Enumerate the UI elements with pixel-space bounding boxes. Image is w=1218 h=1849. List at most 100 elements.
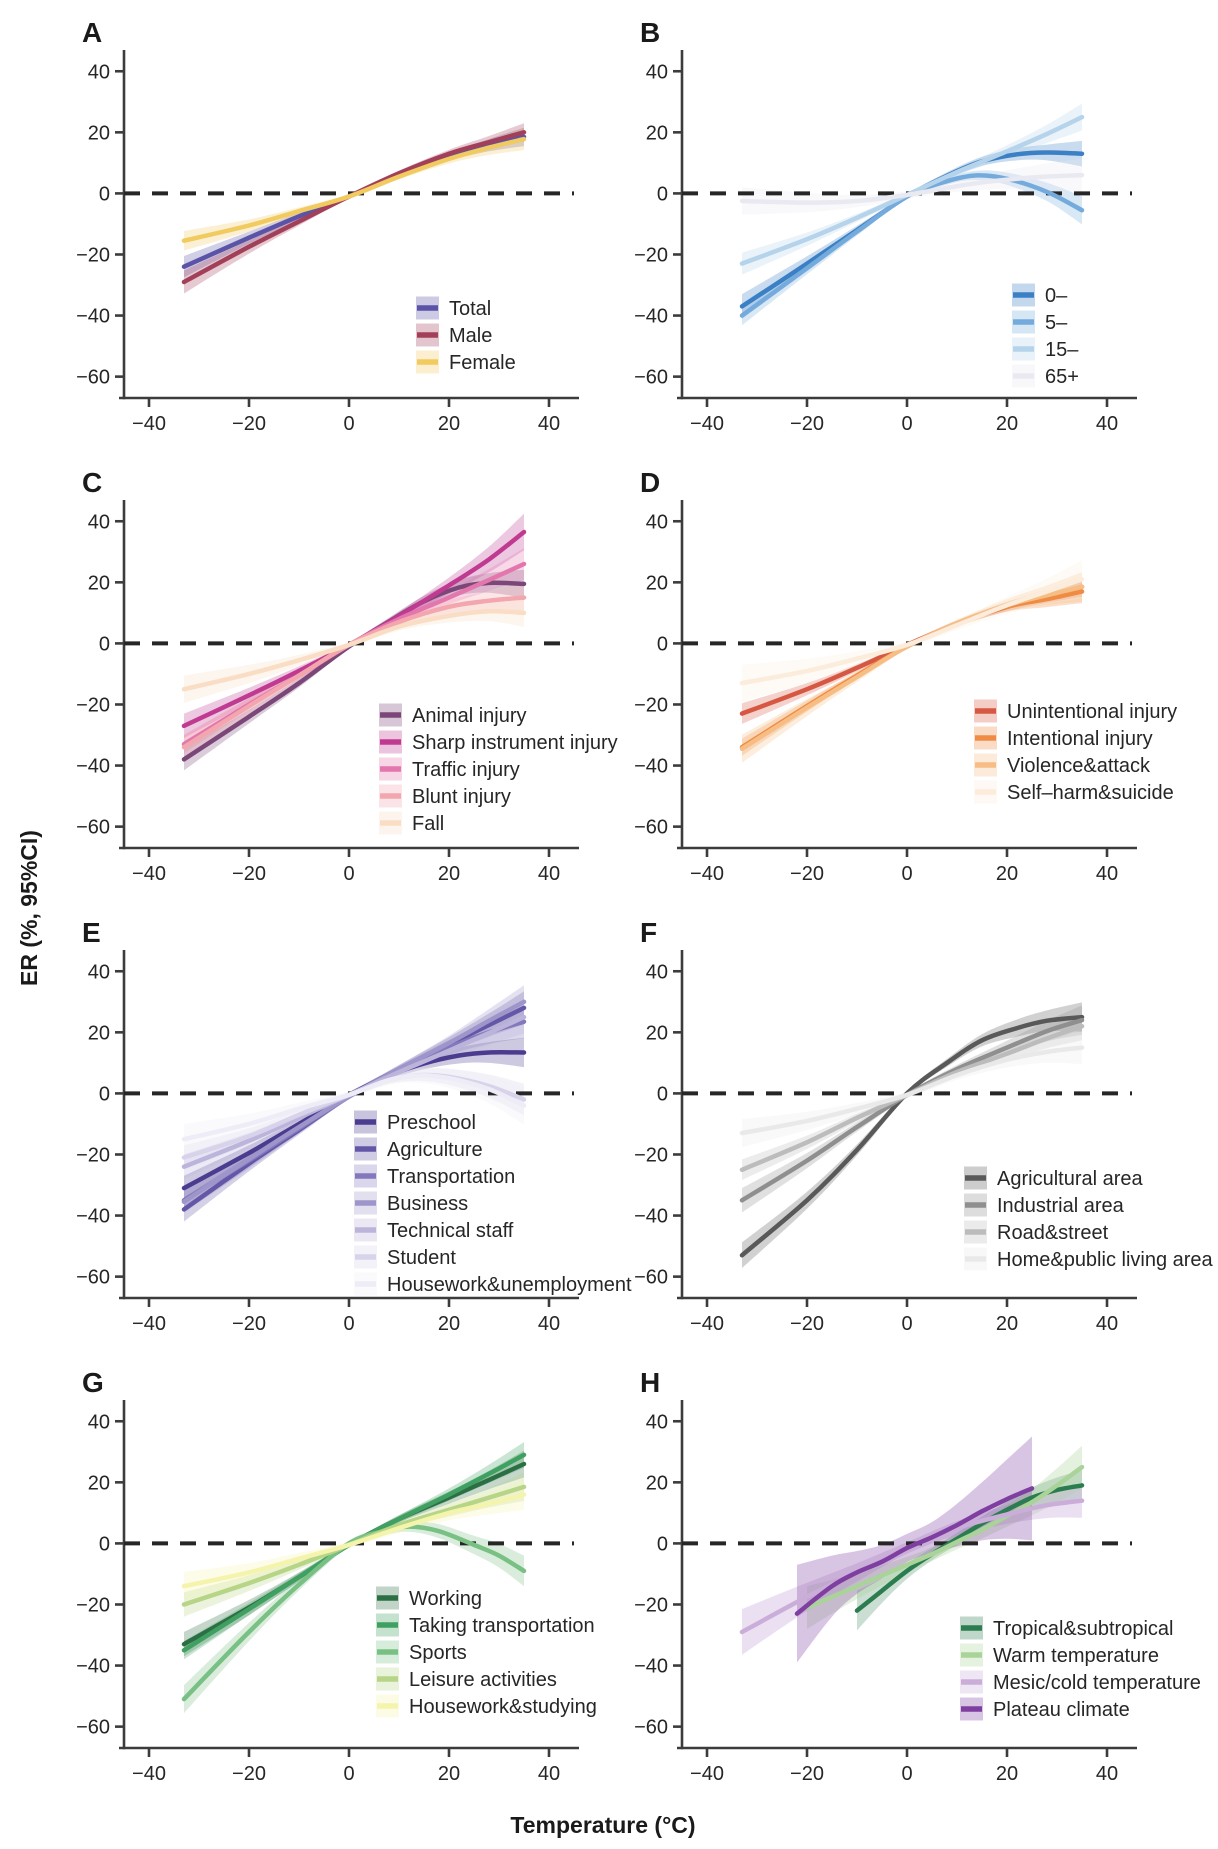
y-tick-label: 20 [88,1022,110,1044]
legend-item-Business: Business [354,1191,468,1215]
y-tick-label: −60 [76,367,110,389]
panel-A: A 40 20 0 −20 −40 −60 −40 −20 0 20 40 Total Male Femal… [54,8,594,458]
axes [115,950,579,1307]
series-curve-Housework&unemployment [181,1073,527,1142]
legend-label: Tropical&subtropical [993,1618,1173,1640]
legend-label: Preschool [387,1112,476,1134]
y-tick-label: −60 [76,1717,110,1739]
legend-item-Mesic/cold temperature: Mesic/cold temperature [960,1670,1201,1694]
ci-band-Animal injury [184,569,524,771]
legend: Animal injury Sharp instrument injury Traf… [379,703,618,835]
series-curve-Warm temperature [804,1464,1085,1610]
legend-label: Technical staff [387,1220,514,1242]
ci-band-Warm temperature [807,1445,1082,1629]
legend-item-Home&public living area: Home&public living area [964,1247,1214,1271]
axes [115,500,579,857]
y-tick-label: −60 [634,817,668,839]
y-tick-label: 0 [657,1533,668,1555]
y-tick-label: 20 [88,572,110,594]
axes [115,1400,579,1757]
legend: Total Male Female [416,296,516,374]
legend-item-Industrial area: Industrial area [964,1193,1125,1217]
legend-item-Working: Working [376,1586,482,1610]
legend-item-Agriculture: Agriculture [354,1137,483,1161]
legend-item-65+: 65+ [1012,364,1079,388]
legend-label: 5– [1045,312,1068,334]
panel-label: B [640,17,660,48]
y-tick-label: 40 [646,1411,668,1433]
series-curve-Home&public living area [739,1045,1085,1136]
panel-label: F [640,917,657,948]
panel-G-chart: G 40 20 0 −20 −40 −60 −40 −20 0 20 40 Working Taking … [76,1367,597,1785]
y-tick-label: 0 [657,633,668,655]
panel-B: B 40 20 0 −20 −40 −60 −40 −20 0 20 40 0– 5– 15– 65+ [612,8,1152,458]
legend-label: Fall [412,813,444,835]
panel-H-chart: H 40 20 0 −20 −40 −60 −40 −20 0 20 40 Tropical&subtr… [634,1367,1201,1785]
x-tick-label: 40 [1096,1313,1118,1335]
y-tick-label: 20 [88,122,110,144]
panel-label: C [82,467,102,498]
y-tick-label: −20 [76,694,110,716]
legend-item-Warm temperature: Warm temperature [960,1643,1159,1667]
legend-label: Intentional injury [1007,728,1153,750]
legend-label: 65+ [1045,366,1079,388]
y-tick-label: 20 [646,122,668,144]
legend-item-Male: Male [416,323,492,347]
y-tick-label: −20 [76,1594,110,1616]
legend-label: Female [449,352,516,374]
legend-item-Transportation: Transportation [354,1164,515,1188]
legend-item-Housework&studying: Housework&studying [376,1694,597,1718]
x-tick-label: −40 [132,1313,166,1335]
x-tick-label: −20 [790,863,824,885]
legend-item-Agricultural area: Agricultural area [964,1166,1144,1190]
x-tick-label: 20 [438,413,460,435]
legend-label: Working [409,1588,482,1610]
panel-E: E 40 20 0 −20 −40 −60 −40 −20 0 20 40 Preschool Agric… [54,908,632,1358]
ci-band-Sharp instrument injury [184,513,524,739]
y-tick-label: −40 [76,1656,110,1678]
legend-label: Transportation [387,1166,515,1188]
ci-band-5– [742,170,1082,326]
y-tick-label: −60 [76,817,110,839]
y-tick-label: −60 [76,1267,110,1289]
legend: Tropical&subtropical Warm temperature Mesi… [960,1616,1201,1721]
legend-item-Road&street: Road&street [964,1220,1109,1244]
ci-band-Mesic/cold temperature [742,1483,1082,1655]
x-tick-label: 40 [538,863,560,885]
y-tick-label: −40 [76,1206,110,1228]
x-tick-label: 0 [343,1763,354,1785]
panel-D: D 40 20 0 −20 −40 −60 −40 −20 0 20 40 Unintentional … [612,458,1177,908]
x-tick-label: 40 [538,413,560,435]
legend: Working Taking transportation Sports Leisur… [376,1586,597,1718]
legend-label: Unintentional injury [1007,701,1177,723]
x-tick-label: 0 [343,1313,354,1335]
legend: Preschool Agriculture Transportation Busine… [354,1110,632,1296]
y-tick-label: −20 [634,1594,668,1616]
x-tick-label: 20 [996,1313,1018,1335]
x-tick-label: 20 [438,1763,460,1785]
y-tick-label: −40 [634,756,668,778]
legend-item-Plateau climate: Plateau climate [960,1697,1130,1721]
panel-label: A [82,17,102,48]
x-tick-label: 0 [901,1763,912,1785]
y-tick-label: 0 [99,1083,110,1105]
legend-item-Taking transportation: Taking transportation [376,1613,595,1637]
y-tick-label: −60 [634,367,668,389]
series-curve-Fall [181,608,527,692]
series-curve-Plateau climate [794,1486,1035,1616]
legend-label: Housework&unemployment [387,1274,632,1296]
legend-label: Taking transportation [409,1615,595,1637]
axes [115,50,579,407]
legend-label: Sharp instrument injury [412,732,618,754]
legend-item-Violence&attack: Violence&attack [974,753,1151,777]
x-tick-label: 20 [996,863,1018,885]
y-tick-label: 0 [657,183,668,205]
y-tick-label: 0 [99,1533,110,1555]
y-tick-label: −20 [634,244,668,266]
ci-band-Business [184,985,524,1213]
x-tick-label: 40 [1096,863,1118,885]
x-tick-label: 0 [901,413,912,435]
x-tick-label: 40 [1096,1763,1118,1785]
ci-band-Plateau climate [797,1436,1032,1663]
legend-item-Intentional injury: Intentional injury [974,726,1153,750]
